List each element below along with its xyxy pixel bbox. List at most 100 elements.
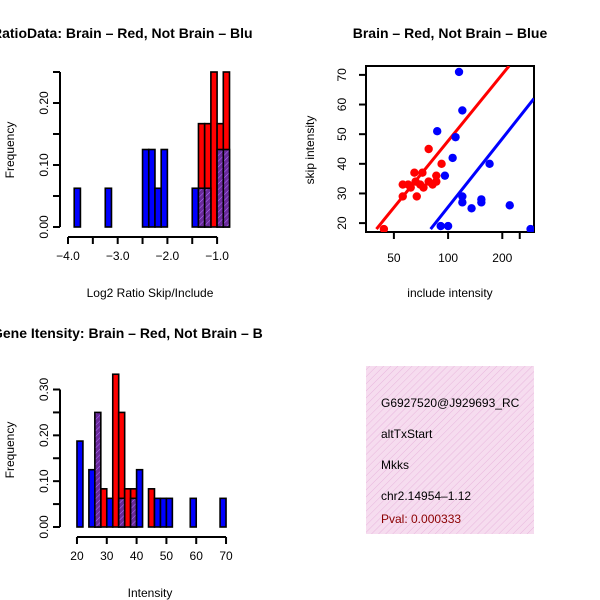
x-axis-label: Intensity [128,586,173,600]
axes: 50 100 200 20 30 40 50 60 70 [335,68,521,265]
point-not-brain [458,198,467,207]
bar-not-brain [160,148,169,228]
bar-overlap [197,187,206,228]
point-brain [398,180,407,189]
intensity-histogram: Gene Itensity: Brain – Red, Not Brain – … [0,325,263,600]
axes: −4.0 −3.0 −2.0 −1.0 0.00 0.10 0.20 [37,71,229,263]
intensity-scatter: Brain – Red, Not Brain – Blue include in… [303,25,547,300]
y-tick-label: 50 [335,127,349,141]
x-axis-label: Log2 Ratio Skip/Include [87,286,214,300]
x-tick-label: −2.0 [156,249,180,263]
ratio-histogram: RatioData: Brain – Red, Not Brain – Blu … [0,25,253,300]
y-axis-label: skip intensity [303,116,317,185]
x-tick-label: −1.0 [205,249,229,263]
point-not-brain [433,127,442,136]
plot-frame [365,65,535,233]
bar-not-brain [147,148,156,228]
y-tick-label: 0.30 [37,377,51,401]
point-not-brain [448,153,457,163]
bar-not-brain [76,440,84,528]
x-tick-label: 100 [438,251,458,265]
y-tick-label: 0.10 [37,469,51,493]
event-type: altTxStart [381,427,433,441]
point-not-brain [505,201,514,210]
x-tick-label: 20 [70,549,84,563]
bar-overlap [222,148,231,228]
x-tick-label: 30 [100,549,114,563]
x-tick-label: 40 [130,549,144,563]
bar-not-brain [141,148,150,228]
axes: 20 30 40 50 60 70 0.00 0.10 0.20 0.30 [37,377,233,563]
location: chr2.14954–1.12 [381,489,471,503]
bar-overlap [117,497,126,528]
x-axis-label: include intensity [407,286,492,300]
x-tick-label: −3.0 [106,249,130,263]
point-brain [379,224,389,232]
chart-title: Brain – Red, Not Brain – Blue [353,25,548,41]
fit-line-not-brain [429,97,534,230]
bar-not-brain [154,187,162,228]
y-tick-label: 40 [335,157,349,171]
bar-not-brain [219,497,227,528]
chart-title: RatioData: Brain – Red, Not Brain – Blu [0,25,253,41]
point-brain [428,180,437,189]
chart-title: Gene Itensity: Brain – Red, Not Brain – … [0,325,263,341]
bars [73,71,231,228]
point-not-brain [526,224,534,232]
y-tick-label: 70 [335,68,349,82]
bar-not-brain [88,468,96,528]
bars [76,373,227,528]
y-tick-label: 0.00 [37,215,51,239]
point-not-brain [458,192,467,201]
bar-overlap [129,497,138,528]
y-tick-label: 60 [335,98,349,112]
bar-not-brain [165,497,174,528]
bar-not-brain [73,187,82,228]
bar-brain [210,71,218,228]
bar-brain [123,488,132,528]
y-tick-label: 0.20 [37,91,51,115]
bar-brain [147,488,156,528]
info-box: G6927520@J929693_RC altTxStart Mkks chr2… [366,366,534,534]
bar-not-brain [191,187,200,228]
y-tick-label: 0.00 [37,515,51,539]
p-value: Pval: 0.000333 [381,512,461,526]
point-brain [398,192,407,201]
y-axis-label: Frequency [3,422,17,479]
x-tick-label: 60 [190,549,204,563]
bar-brain [111,373,120,528]
point-not-brain [443,221,453,231]
point-brain [424,144,433,154]
point-not-brain [458,106,467,115]
point-not-brain [436,221,445,231]
y-tick-label: 0.10 [37,153,51,177]
bar-not-brain [159,497,168,528]
bar-not-brain [153,497,162,528]
point-not-brain [451,132,460,142]
point-brain [410,168,419,177]
y-tick-label: 20 [335,216,349,230]
x-tick-label: 70 [219,549,233,563]
point-not-brain [467,204,476,213]
point-not-brain [440,171,450,180]
y-tick-label: 30 [335,186,349,200]
gene-name: Mkks [381,458,409,472]
info-background [366,366,534,534]
y-axis-label: Frequency [3,122,17,179]
point-not-brain [485,159,494,169]
x-tick-label: −4.0 [56,249,80,263]
point-not-brain [454,67,464,77]
bar-overlap [203,187,212,228]
bar-overlap [216,148,225,228]
point-brain [432,171,441,180]
points [379,67,534,232]
probe-id: G6927520@J929693_RC [381,396,520,410]
bar-overlap [94,411,102,528]
x-tick-label: 50 [160,549,174,563]
fit-line-brain [375,66,511,230]
bar-not-brain [104,187,113,228]
bar-not-brain [189,497,198,528]
bar-not-brain [105,497,114,528]
y-tick-label: 0.20 [37,423,51,447]
